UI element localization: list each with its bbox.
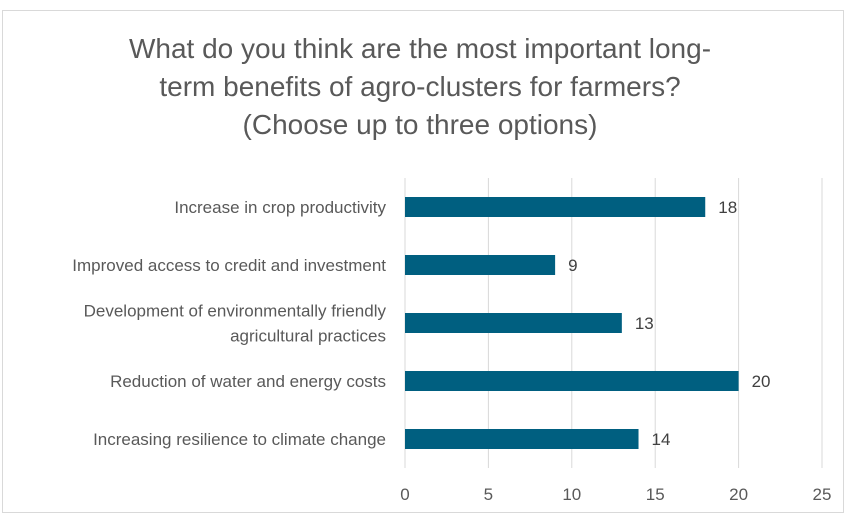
category-label-4: Reduction of water and energy costs	[110, 372, 386, 391]
title-line-2: term benefits of agro-clusters for farme…	[159, 71, 681, 102]
bar-2	[405, 255, 556, 275]
category-label-1: Increase in crop productivity	[174, 198, 386, 217]
category-label-2: Improved access to credit and investment	[72, 256, 386, 275]
x-tick-label-0: 0	[400, 485, 409, 504]
bar-3	[405, 313, 622, 333]
bar-5	[405, 429, 639, 449]
data-label-4: 20	[752, 372, 771, 391]
data-label-1: 18	[718, 198, 737, 217]
chart-title: What do you think are the most important…	[40, 30, 800, 144]
data-label-5: 14	[652, 430, 671, 449]
category-label-3-line-2: agricultural practices	[230, 327, 386, 346]
bar-4	[405, 371, 739, 391]
x-tick-label-10: 10	[562, 485, 581, 504]
category-label-5: Increasing resilience to climate change	[93, 430, 386, 449]
title-line-1: What do you think are the most important…	[128, 33, 712, 64]
title-line-3: (Choose up to three options)	[242, 109, 598, 140]
x-tick-label-5: 5	[484, 485, 493, 504]
x-tick-label-25: 25	[813, 485, 832, 504]
data-label-3: 13	[635, 314, 654, 333]
x-tick-label-15: 15	[646, 485, 665, 504]
bar-1	[405, 197, 706, 217]
category-label-3-line-1: Development of environmentally friendly	[84, 302, 387, 321]
x-tick-label-20: 20	[729, 485, 748, 504]
data-label-2: 9	[568, 256, 577, 275]
